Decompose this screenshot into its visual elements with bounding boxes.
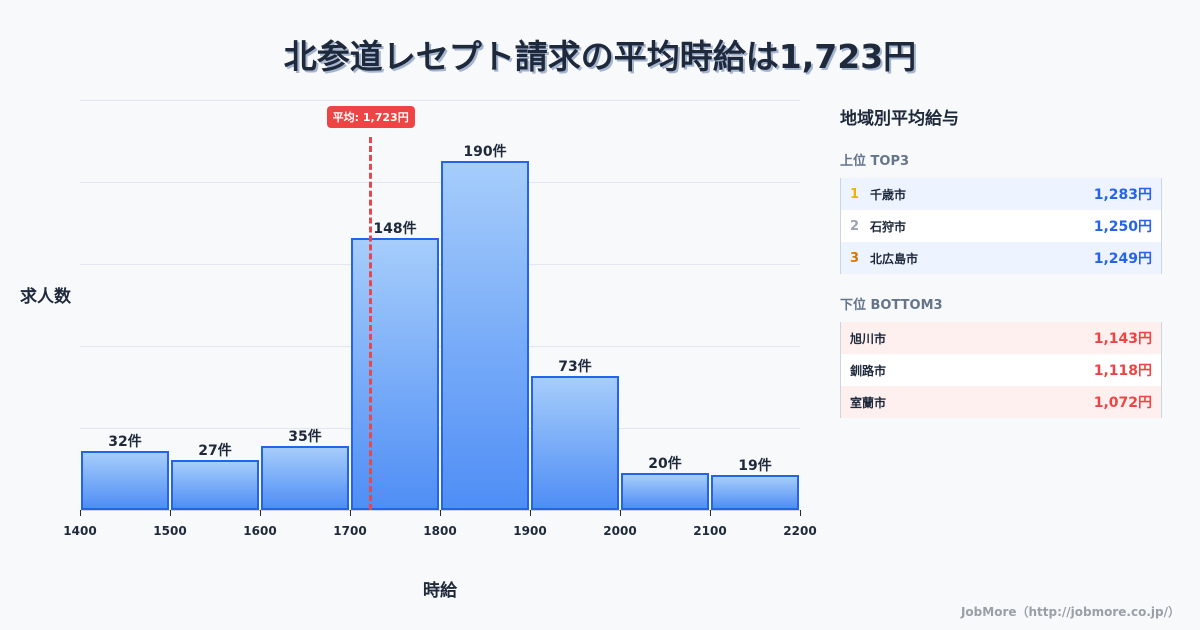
mean-badge: 平均: 1,723円 [326, 106, 415, 128]
salary-value: 1,250円 [1093, 219, 1152, 235]
table-row: 室蘭市 1,072円 [841, 386, 1161, 418]
x-tick [350, 510, 351, 516]
x-tick [170, 510, 171, 516]
chart-title: 北参道レセプト請求の平均時給は1,723円 [283, 37, 917, 76]
bar-value-label: 73件 [558, 358, 592, 375]
x-tick-label: 1800 [423, 524, 457, 538]
table-row: 旭川市 1,143円 [841, 322, 1161, 354]
histogram-plot: 32件 27件 35件 148件 190件 73件 20件 19件 1400 1500 1600 17… [63, 100, 817, 538]
x-tick-label: 2100 [693, 524, 727, 538]
x-tick-label: 1600 [243, 524, 277, 538]
x-tick [800, 510, 801, 516]
regional-salary-panel: 地域別平均給与 上位 TOP3 1 千歳市 1,283円 2 石狩市 1,250… [840, 104, 1162, 418]
x-tick [440, 510, 441, 516]
salary-value: 1,143円 [1093, 331, 1152, 347]
histogram-bar [711, 475, 799, 510]
rank-number: 3 [850, 250, 860, 266]
bottom3-table: 旭川市 1,143円 釧路市 1,118円 室蘭市 1,072円 [840, 322, 1162, 418]
city-name: 室蘭市 [850, 395, 887, 410]
top3-heading: 上位 TOP3 [840, 154, 910, 169]
bar-value-label: 32件 [108, 434, 142, 451]
x-tick-label: 1700 [333, 524, 367, 538]
table-row: 3 北広島市 1,249円 [841, 242, 1161, 274]
salary-value: 1,072円 [1093, 395, 1152, 411]
x-tick [530, 510, 531, 516]
gridline [80, 182, 800, 183]
histogram-bar [171, 460, 259, 510]
mean-line [369, 137, 373, 510]
bar-value-label: 148件 [373, 220, 417, 237]
city-name: 旭川市 [850, 331, 887, 346]
city-name: 千歳市 [870, 187, 907, 202]
y-axis-label: 求人数 [20, 287, 71, 307]
bottom3-heading: 下位 BOTTOM3 [840, 298, 943, 313]
bar-value-label: 19件 [738, 458, 772, 475]
bar-value-label: 20件 [648, 456, 682, 473]
table-row: 1 千歳市 1,283円 [841, 178, 1161, 210]
salary-value: 1,118円 [1093, 363, 1152, 379]
x-axis-label: 時給 [423, 581, 457, 601]
bar-value-label: 35件 [288, 428, 322, 445]
x-tick [710, 510, 711, 516]
x-tick [620, 510, 621, 516]
histogram-bar [261, 445, 349, 510]
bar-value-label: 27件 [198, 443, 232, 460]
x-tick [260, 510, 261, 516]
table-row: 2 石狩市 1,250円 [841, 210, 1161, 242]
gridline [80, 264, 800, 265]
salary-value: 1,249円 [1093, 251, 1152, 267]
source-credit: JobMore（http://jobmore.co.jp/） [960, 605, 1180, 619]
x-tick-label: 2200 [783, 524, 817, 538]
city-name: 石狩市 [870, 219, 907, 234]
x-tick-label: 1400 [63, 524, 97, 538]
panel-title: 地域別平均給与 [840, 109, 959, 129]
salary-value: 1,283円 [1093, 187, 1152, 203]
rank-number: 2 [850, 218, 860, 234]
bar-value-label: 190件 [463, 143, 507, 160]
table-row: 釧路市 1,118円 [841, 354, 1161, 386]
city-name: 釧路市 [850, 363, 887, 378]
histogram-bar [621, 473, 709, 510]
x-tick [80, 510, 81, 516]
city-name: 北広島市 [870, 251, 919, 266]
x-tick-label: 2000 [603, 524, 637, 538]
x-tick-label: 1900 [513, 524, 547, 538]
histogram-bar [351, 237, 439, 510]
x-tick-label: 1500 [153, 524, 187, 538]
top3-table: 1 千歳市 1,283円 2 石狩市 1,250円 3 北広島市 1,249円 [840, 178, 1162, 274]
gridline [80, 100, 800, 101]
histogram-bar [81, 451, 169, 510]
gridline [80, 346, 800, 347]
histogram-bar [531, 375, 619, 510]
gridline [80, 428, 800, 429]
histogram-bar [441, 160, 529, 510]
rank-number: 1 [850, 186, 860, 202]
